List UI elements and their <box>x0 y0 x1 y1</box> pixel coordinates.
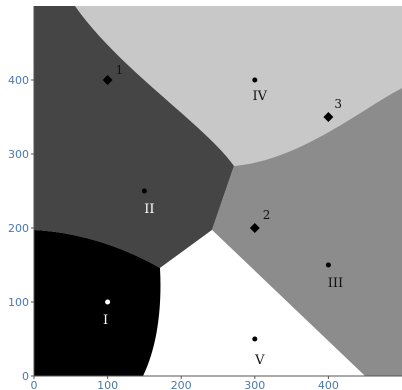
y-tick-label: 0 <box>22 370 29 383</box>
x-tick-label: 0 <box>31 379 38 390</box>
site-label-III: III <box>328 276 343 291</box>
site-III-point <box>325 262 331 268</box>
site-label-II: II <box>144 202 154 217</box>
x-tick-label: 300 <box>244 379 265 390</box>
plot-regions <box>34 6 402 376</box>
region-ii <box>34 6 234 268</box>
site-label-I: I <box>103 313 108 328</box>
x-tick-label: 200 <box>171 379 192 390</box>
region-iv <box>34 6 402 166</box>
y-tick-label: 100 <box>8 296 29 309</box>
site-IV-point <box>252 77 258 83</box>
y-tick-label: 400 <box>8 74 29 87</box>
site-V-point <box>252 336 258 342</box>
region-i <box>34 230 161 376</box>
x-tick-label: 100 <box>97 379 118 390</box>
axes: 0 100 200 300 400 0 100 200 300 400 <box>8 6 402 390</box>
site-2-diamond <box>249 223 260 233</box>
region-iii <box>212 88 402 376</box>
site-label-V: V <box>254 353 265 368</box>
site-1-diamond <box>102 75 113 85</box>
site-label-3: 3 <box>334 97 342 111</box>
site-label-IV: IV <box>253 89 268 104</box>
y-tick-label: 200 <box>8 222 29 235</box>
site-I-point <box>105 299 111 305</box>
x-tick-label: 400 <box>318 379 339 390</box>
site-II-point <box>141 188 147 194</box>
site-label-1: 1 <box>116 63 124 77</box>
site-label-2: 2 <box>263 208 271 222</box>
region-v <box>143 230 365 376</box>
y-tick-label: 300 <box>8 148 29 161</box>
